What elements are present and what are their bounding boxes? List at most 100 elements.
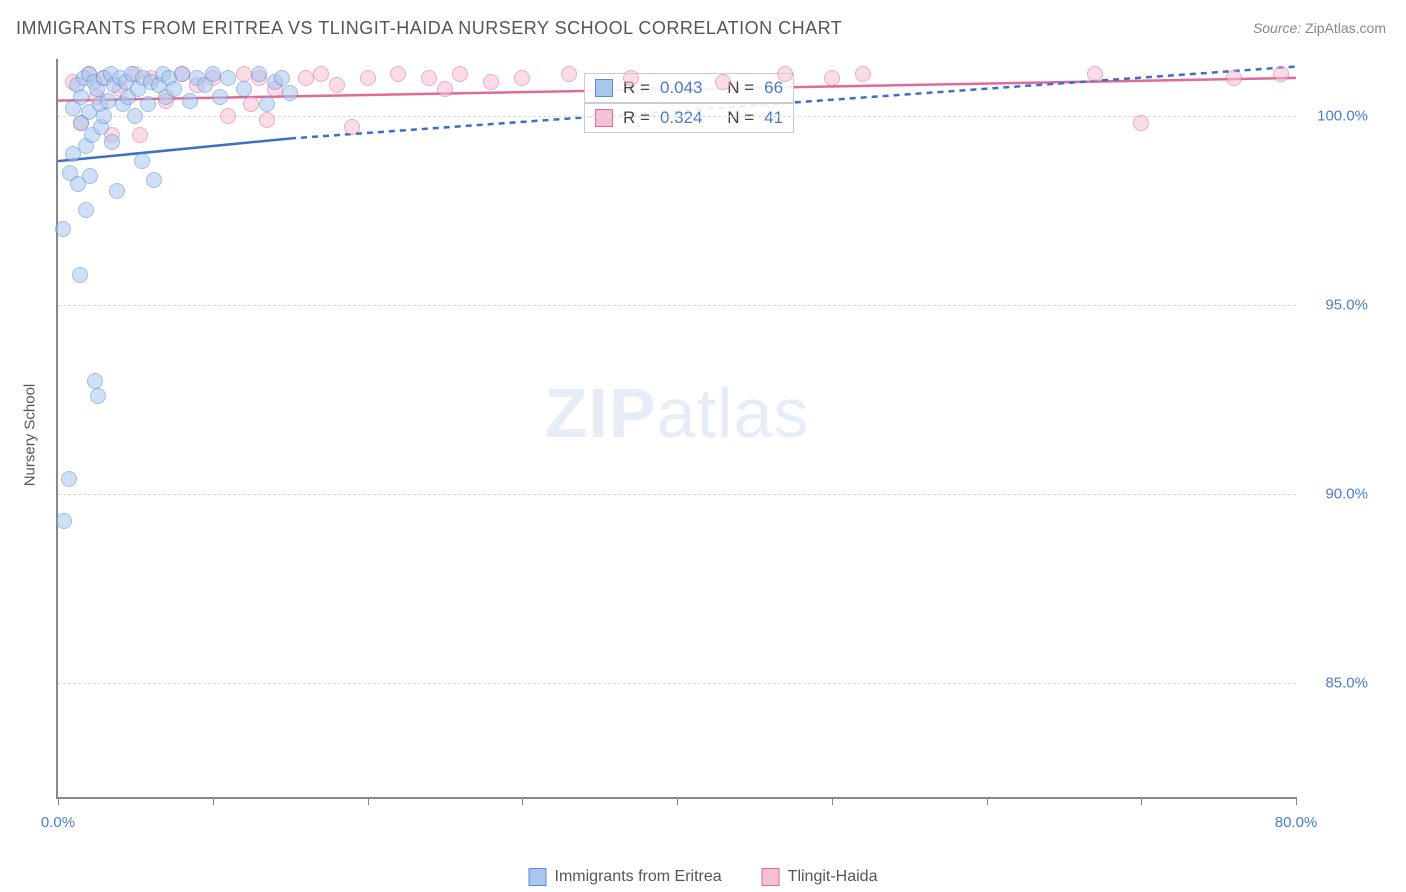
data-point xyxy=(87,373,103,389)
legend-item-series2: Tlingit-Haida xyxy=(762,868,878,886)
x-tick-mark xyxy=(1141,797,1142,805)
data-point xyxy=(623,70,639,86)
data-point xyxy=(82,168,98,184)
n-label: N = xyxy=(727,108,754,128)
x-tick-mark xyxy=(368,797,369,805)
correlation-box-series2: R = 0.324 N = 41 xyxy=(584,103,794,133)
data-point xyxy=(146,172,162,188)
data-point xyxy=(824,70,840,86)
x-tick-mark xyxy=(1296,797,1297,805)
correlation-box-series1: R = 0.043 N = 66 xyxy=(584,73,794,103)
data-point xyxy=(61,471,77,487)
data-point xyxy=(132,127,148,143)
data-point xyxy=(1133,115,1149,131)
x-tick-mark xyxy=(58,797,59,805)
data-point xyxy=(100,93,116,109)
data-point xyxy=(220,108,236,124)
source-label: Source: xyxy=(1253,20,1301,36)
watermark: ZIPatlas xyxy=(545,373,810,453)
data-point xyxy=(483,74,499,90)
data-point xyxy=(421,70,437,86)
plot-area: ZIPatlas R = 0.043 N = 66 R = 0.324 N = … xyxy=(56,59,1296,799)
watermark-light: atlas xyxy=(657,374,810,452)
data-point xyxy=(561,66,577,82)
data-point xyxy=(182,93,198,109)
data-point xyxy=(452,66,468,82)
gridline-y xyxy=(58,116,1296,117)
data-point xyxy=(174,66,190,82)
x-tick-mark xyxy=(213,797,214,805)
data-point xyxy=(166,81,182,97)
y-tick-label: 95.0% xyxy=(1308,297,1368,314)
data-point xyxy=(96,108,112,124)
data-point xyxy=(777,66,793,82)
gridline-y xyxy=(58,683,1296,684)
y-tick-label: 85.0% xyxy=(1308,675,1368,692)
data-point xyxy=(236,81,252,97)
y-tick-label: 90.0% xyxy=(1308,486,1368,503)
data-point xyxy=(55,221,71,237)
data-point xyxy=(329,77,345,93)
data-point xyxy=(344,119,360,135)
data-point xyxy=(109,183,125,199)
data-point xyxy=(298,70,314,86)
data-point xyxy=(127,108,143,124)
gridline-y xyxy=(58,494,1296,495)
data-point xyxy=(437,81,453,97)
source-value: ZipAtlas.com xyxy=(1305,20,1386,36)
data-point xyxy=(134,153,150,169)
x-tick-mark xyxy=(832,797,833,805)
x-tick-mark xyxy=(987,797,988,805)
data-point xyxy=(313,66,329,82)
x-tick-label: 0.0% xyxy=(41,814,75,831)
data-point xyxy=(855,66,871,82)
x-tick-label: 80.0% xyxy=(1275,814,1318,831)
x-tick-mark xyxy=(677,797,678,805)
data-point xyxy=(274,70,290,86)
data-point xyxy=(205,66,221,82)
data-point xyxy=(1087,66,1103,82)
data-point xyxy=(140,96,156,112)
data-point xyxy=(259,96,275,112)
y-tick-label: 100.0% xyxy=(1308,107,1368,124)
data-point xyxy=(514,70,530,86)
data-point xyxy=(73,89,89,105)
watermark-bold: ZIP xyxy=(545,374,657,452)
legend: Immigrants from Eritrea Tlingit-Haida xyxy=(529,868,878,886)
data-point xyxy=(715,74,731,90)
data-point xyxy=(390,66,406,82)
data-point xyxy=(360,70,376,86)
data-point xyxy=(104,134,120,150)
gridline-y xyxy=(58,305,1296,306)
data-point xyxy=(90,388,106,404)
legend-label-series1: Immigrants from Eritrea xyxy=(555,868,722,886)
swatch-series2 xyxy=(595,109,613,127)
x-tick-mark xyxy=(522,797,523,805)
data-point xyxy=(72,267,88,283)
data-point xyxy=(236,66,252,82)
legend-label-series2: Tlingit-Haida xyxy=(788,868,878,886)
r-label: R = xyxy=(623,108,650,128)
data-point xyxy=(282,85,298,101)
source-attribution: Source: ZipAtlas.com xyxy=(1253,20,1386,36)
swatch-series1 xyxy=(595,79,613,97)
data-point xyxy=(212,89,228,105)
data-point xyxy=(259,112,275,128)
chart-container: Nursery School ZIPatlas R = 0.043 N = 66… xyxy=(40,55,1380,815)
legend-item-series1: Immigrants from Eritrea xyxy=(529,868,722,886)
data-point xyxy=(1226,70,1242,86)
legend-swatch-series2 xyxy=(762,868,780,886)
r-value: 0.324 xyxy=(660,108,703,128)
data-point xyxy=(1273,66,1289,82)
data-point xyxy=(56,513,72,529)
data-point xyxy=(251,66,267,82)
n-value: 41 xyxy=(764,108,783,128)
y-axis-label: Nursery School xyxy=(22,384,39,487)
legend-swatch-series1 xyxy=(529,868,547,886)
data-point xyxy=(220,70,236,86)
data-point xyxy=(243,96,259,112)
r-value: 0.043 xyxy=(660,78,703,98)
data-point xyxy=(78,202,94,218)
trend-lines xyxy=(58,59,1296,797)
chart-title: IMMIGRANTS FROM ERITREA VS TLINGIT-HAIDA… xyxy=(16,18,842,39)
